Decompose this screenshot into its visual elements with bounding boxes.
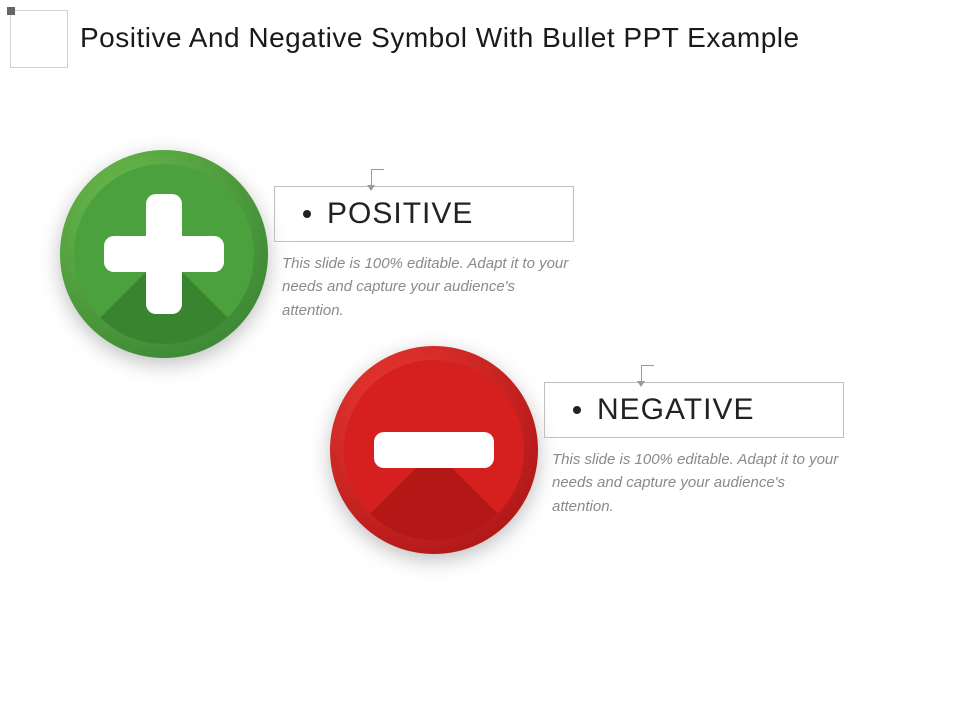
- positive-disc: [74, 164, 254, 344]
- corner-placeholder: [10, 10, 68, 68]
- positive-badge: [60, 150, 268, 358]
- negative-heading-box: NEGATIVE: [544, 382, 844, 438]
- negative-item: NEGATIVE This slide is 100% editable. Ad…: [330, 346, 538, 554]
- negative-disc: [344, 360, 524, 540]
- negative-badge: [330, 346, 538, 554]
- negative-heading: NEGATIVE: [597, 393, 754, 427]
- positive-textblock: POSITIVE This slide is 100% editable. Ad…: [274, 186, 574, 322]
- positive-heading: POSITIVE: [327, 197, 473, 231]
- positive-description: This slide is 100% editable. Adapt it to…: [274, 252, 574, 322]
- positive-item: POSITIVE This slide is 100% editable. Ad…: [60, 150, 268, 358]
- positive-heading-box: POSITIVE: [274, 186, 574, 242]
- negative-description: This slide is 100% editable. Adapt it to…: [544, 448, 844, 518]
- bullet-icon: [573, 406, 581, 414]
- slide-title: Positive And Negative Symbol With Bullet…: [80, 22, 920, 54]
- negative-textblock: NEGATIVE This slide is 100% editable. Ad…: [544, 382, 844, 518]
- bullet-icon: [303, 210, 311, 218]
